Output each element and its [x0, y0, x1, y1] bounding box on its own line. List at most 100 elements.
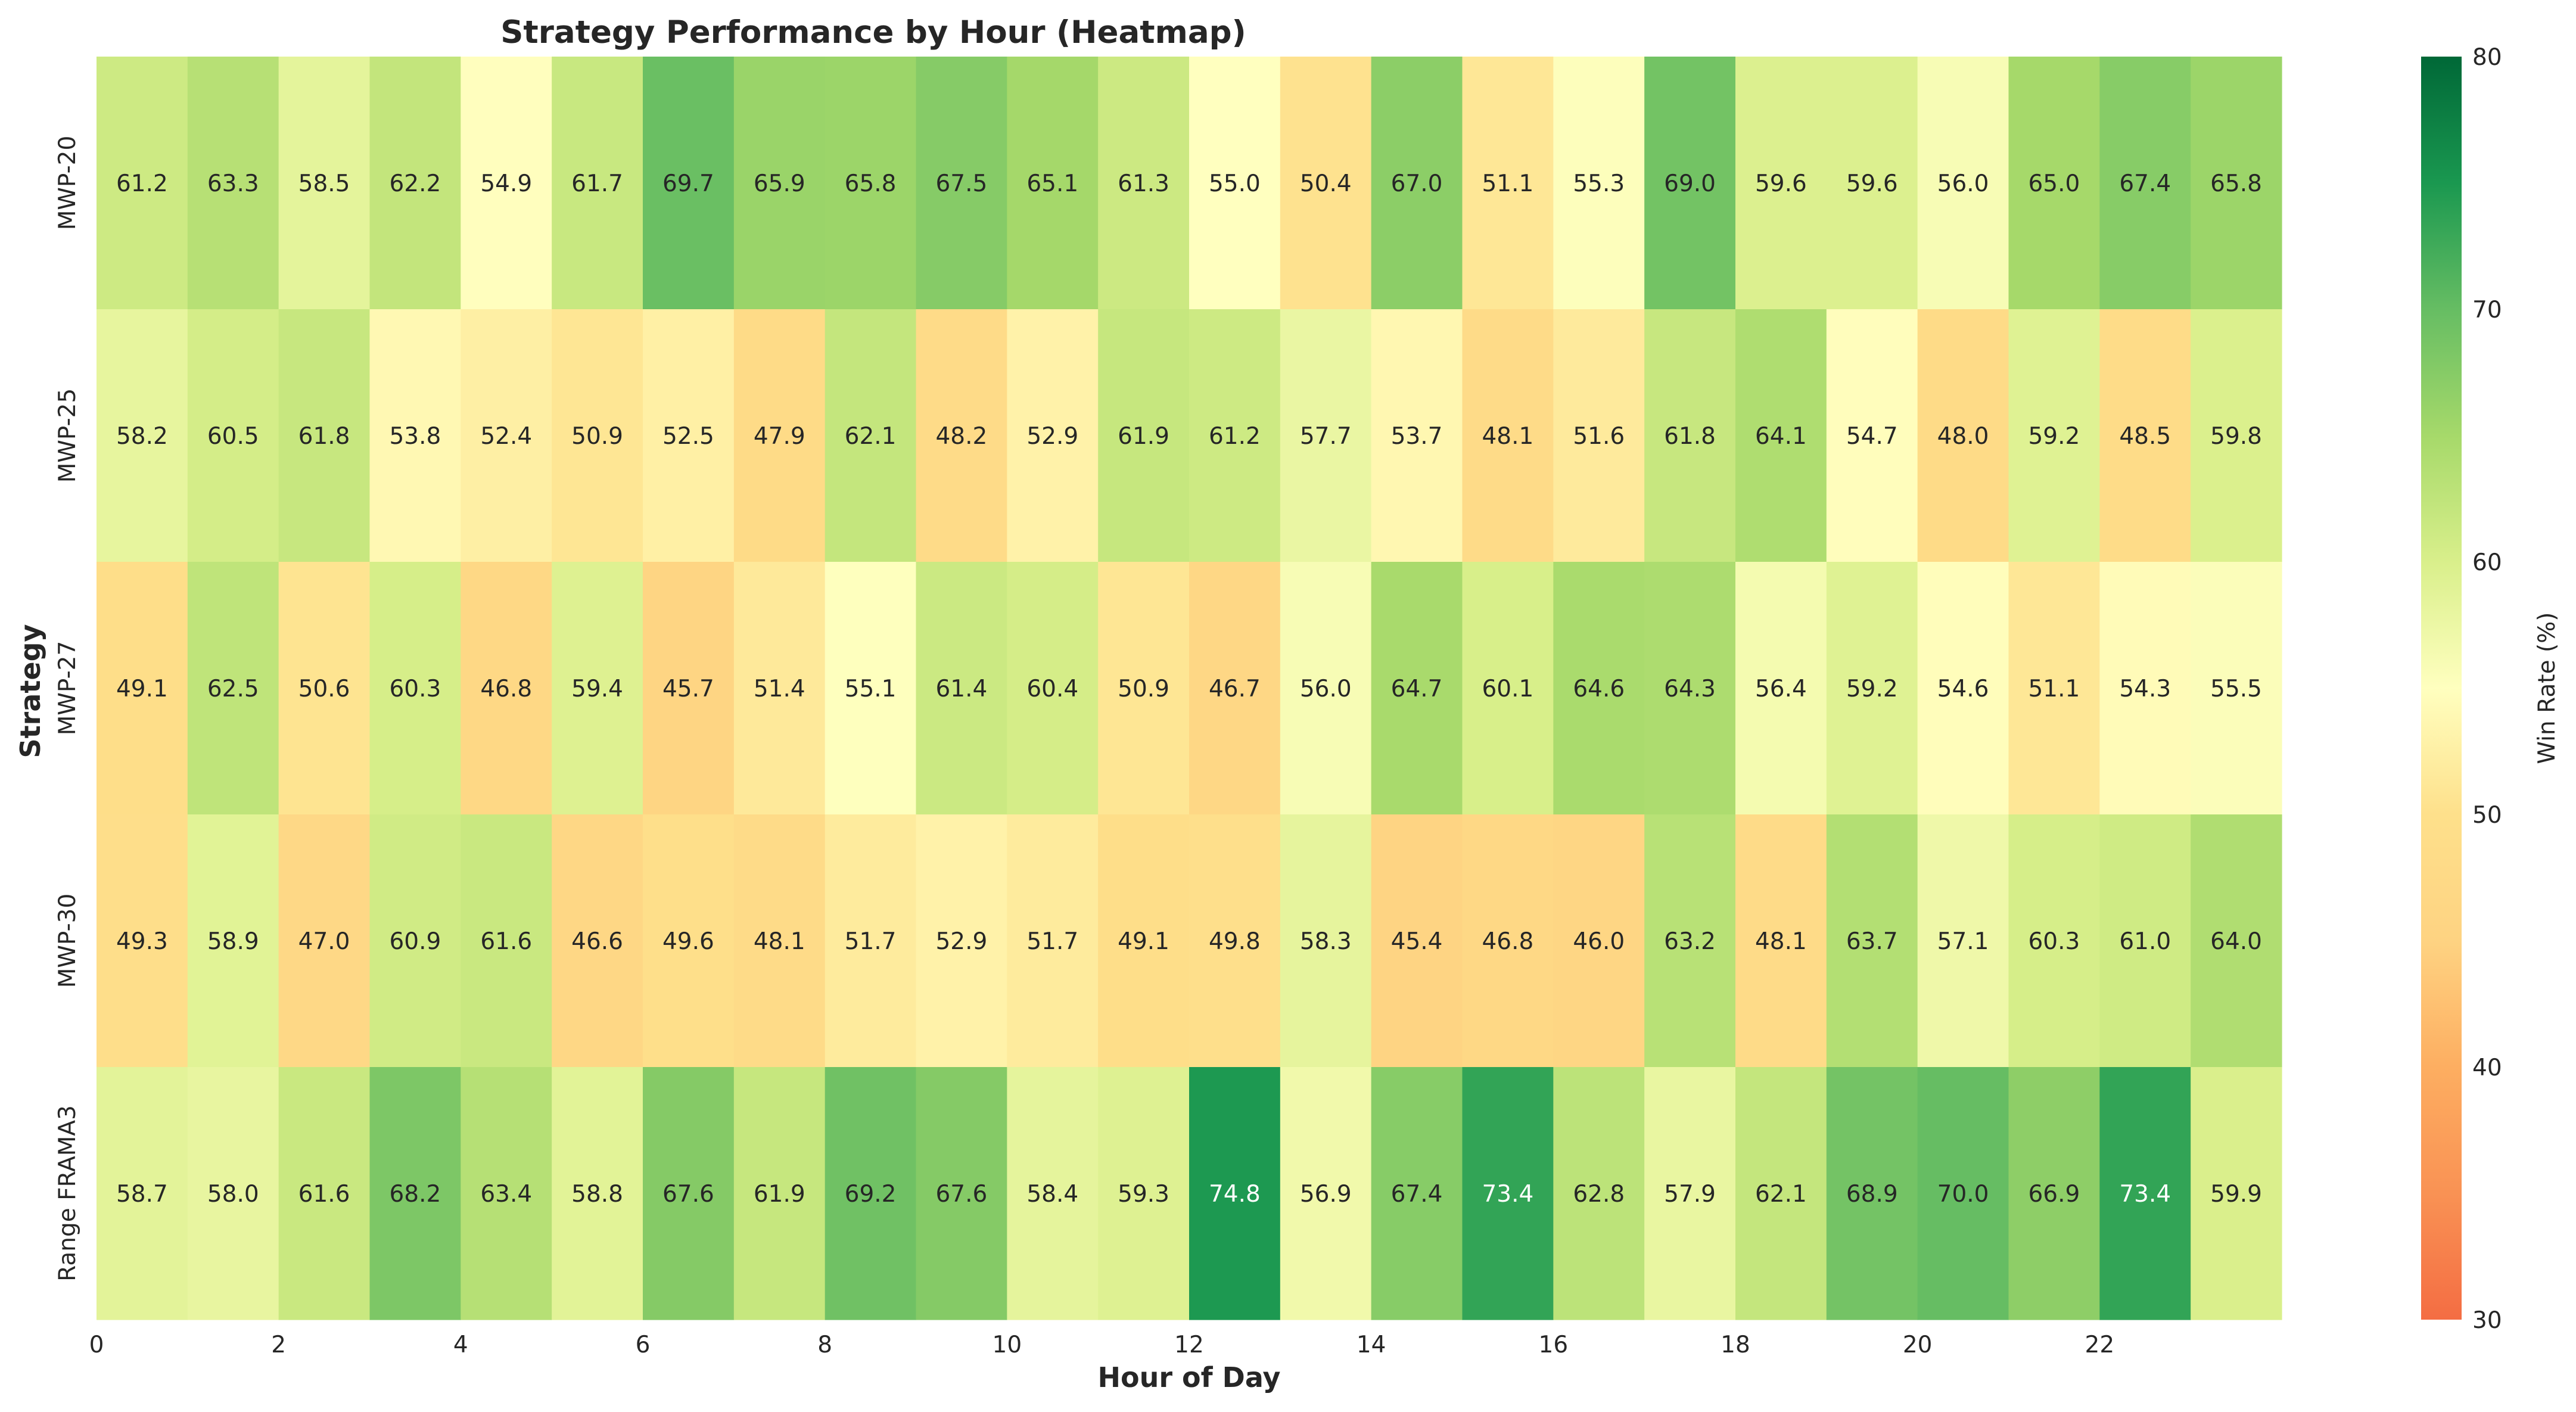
cell-value-label: 55.1 [845, 676, 897, 702]
heatmap-cell [1917, 814, 2009, 1068]
cell-value-label: 68.9 [1846, 1181, 1898, 1208]
heatmap-cell [1280, 57, 1372, 310]
heatmap-cell [278, 1067, 371, 1320]
cell-value-label: 48.1 [1755, 928, 1807, 955]
cell-value-label: 57.7 [1300, 423, 1352, 450]
cell-value-label: 64.0 [2210, 928, 2262, 955]
heatmap-cell [733, 309, 826, 562]
colorbar-gradient [2421, 57, 2462, 1320]
colorbar-tick-label: 40 [2472, 1055, 2502, 1081]
heatmap-cell [916, 309, 1007, 562]
cell-value-label: 64.1 [1755, 423, 1807, 450]
x-tick-label: 16 [1539, 1332, 1569, 1358]
heatmap-cell [1644, 814, 1736, 1068]
x-tick-label: 4 [453, 1332, 468, 1358]
heatmap-cell [916, 562, 1007, 815]
cell-value-label: 58.4 [1026, 1181, 1078, 1208]
cell-value-label: 63.3 [207, 170, 259, 197]
colorbar-tick-label: 30 [2472, 1307, 2502, 1334]
cell-value-label: 62.2 [389, 170, 441, 197]
y-tick-label: Range FRAMA3 [54, 1105, 81, 1282]
cell-value-label: 54.9 [480, 170, 532, 197]
heatmap-cell [97, 814, 188, 1068]
heatmap-cell [369, 309, 461, 562]
heatmap-cell [461, 309, 552, 562]
cell-value-label: 47.0 [298, 928, 350, 955]
x-tick-label: 8 [817, 1332, 832, 1358]
cell-value-label: 62.5 [207, 676, 259, 702]
cell-value-label: 61.2 [116, 170, 168, 197]
heatmap-cell [1098, 814, 1190, 1068]
heatmap-cell [1007, 814, 1099, 1068]
cell-value-label: 61.4 [935, 676, 987, 702]
cell-value-label: 63.7 [1846, 928, 1898, 955]
heatmap-cell [1098, 1067, 1190, 1320]
colorbar: 30 40 50 60 70 80 Win Rate (%) [2421, 44, 2561, 1334]
heatmap-cell [1917, 309, 2009, 562]
x-tick-label: 12 [1174, 1332, 1204, 1358]
cell-value-label: 49.6 [662, 928, 714, 955]
heatmap-cell [1644, 562, 1736, 815]
heatmap-cell [1553, 814, 1645, 1068]
heatmap-cell [369, 57, 461, 310]
heatmap-cell [2008, 814, 2100, 1068]
heatmap-cell [2191, 57, 2282, 310]
heatmap-cell [97, 57, 188, 310]
heatmap-cell [1644, 1067, 1736, 1320]
colorbar-tick-label: 50 [2472, 802, 2502, 829]
heatmap-cell [643, 57, 735, 310]
cell-value-label: 50.4 [1300, 170, 1352, 197]
heatmap-cell-labels: 61.2 63.3 58.5 62.2 54.9 61.7 69.7 65.9 65.8 67.5… [116, 170, 2262, 1208]
cell-value-label: 46.8 [480, 676, 532, 702]
heatmap-cell [916, 57, 1007, 310]
heatmap-cell [1280, 814, 1372, 1068]
cell-value-label: 51.1 [2028, 676, 2080, 702]
cell-value-label: 55.3 [1573, 170, 1625, 197]
heatmap-cell [825, 309, 917, 562]
colorbar-ticks: 30 40 50 60 70 80 [2472, 44, 2502, 1334]
heatmap-cell [1735, 309, 1827, 562]
heatmap-cell [369, 814, 461, 1068]
cell-value-label: 65.8 [2210, 170, 2262, 197]
cell-value-label: 47.9 [754, 423, 805, 450]
heatmap-cell [2099, 57, 2191, 310]
cell-value-label: 56.9 [1300, 1181, 1352, 1208]
x-tick-label: 0 [89, 1332, 104, 1358]
heatmap-cell [187, 562, 279, 815]
heatmap-cell [461, 1067, 552, 1320]
cell-value-label: 60.4 [1026, 676, 1078, 702]
heatmap-cell [1917, 57, 2009, 310]
colorbar-tick-label: 60 [2472, 549, 2502, 576]
cell-value-label: 63.4 [480, 1181, 532, 1208]
cell-value-label: 46.0 [1573, 928, 1625, 955]
x-axis-label: Hour of Day [1098, 1361, 1281, 1394]
heatmap-cell [733, 814, 826, 1068]
heatmap-cell [461, 57, 552, 310]
cell-value-label: 60.3 [389, 676, 441, 702]
cell-value-label: 58.9 [207, 928, 259, 955]
x-tick-label: 22 [2085, 1332, 2115, 1358]
heatmap-cell [1098, 309, 1190, 562]
colorbar-tick-label: 80 [2472, 44, 2502, 71]
heatmap-cell [2099, 562, 2191, 815]
cell-value-label: 51.7 [845, 928, 897, 955]
cell-value-label: 52.9 [1026, 423, 1078, 450]
cell-value-label: 56.0 [1937, 170, 1989, 197]
heatmap-cell [1189, 309, 1281, 562]
cell-value-label: 46.7 [1209, 676, 1261, 702]
heatmap-cell [187, 309, 279, 562]
x-tick-label: 18 [1721, 1332, 1750, 1358]
y-axis-label: Strategy [14, 624, 46, 758]
heatmap-cell [2008, 562, 2100, 815]
heatmap-cell [2008, 57, 2100, 310]
heatmap-cell [187, 57, 279, 310]
heatmap-cell [1007, 1067, 1099, 1320]
cell-value-label: 61.9 [754, 1181, 805, 1208]
heatmap-cell [278, 814, 371, 1068]
cell-value-label: 67.6 [662, 1181, 714, 1208]
cell-value-label: 69.2 [845, 1181, 897, 1208]
heatmap-cell [187, 814, 279, 1068]
cell-value-label: 73.4 [1482, 1181, 1533, 1208]
cell-value-label: 45.7 [662, 676, 714, 702]
y-tick-label: MWP-20 [54, 136, 81, 231]
